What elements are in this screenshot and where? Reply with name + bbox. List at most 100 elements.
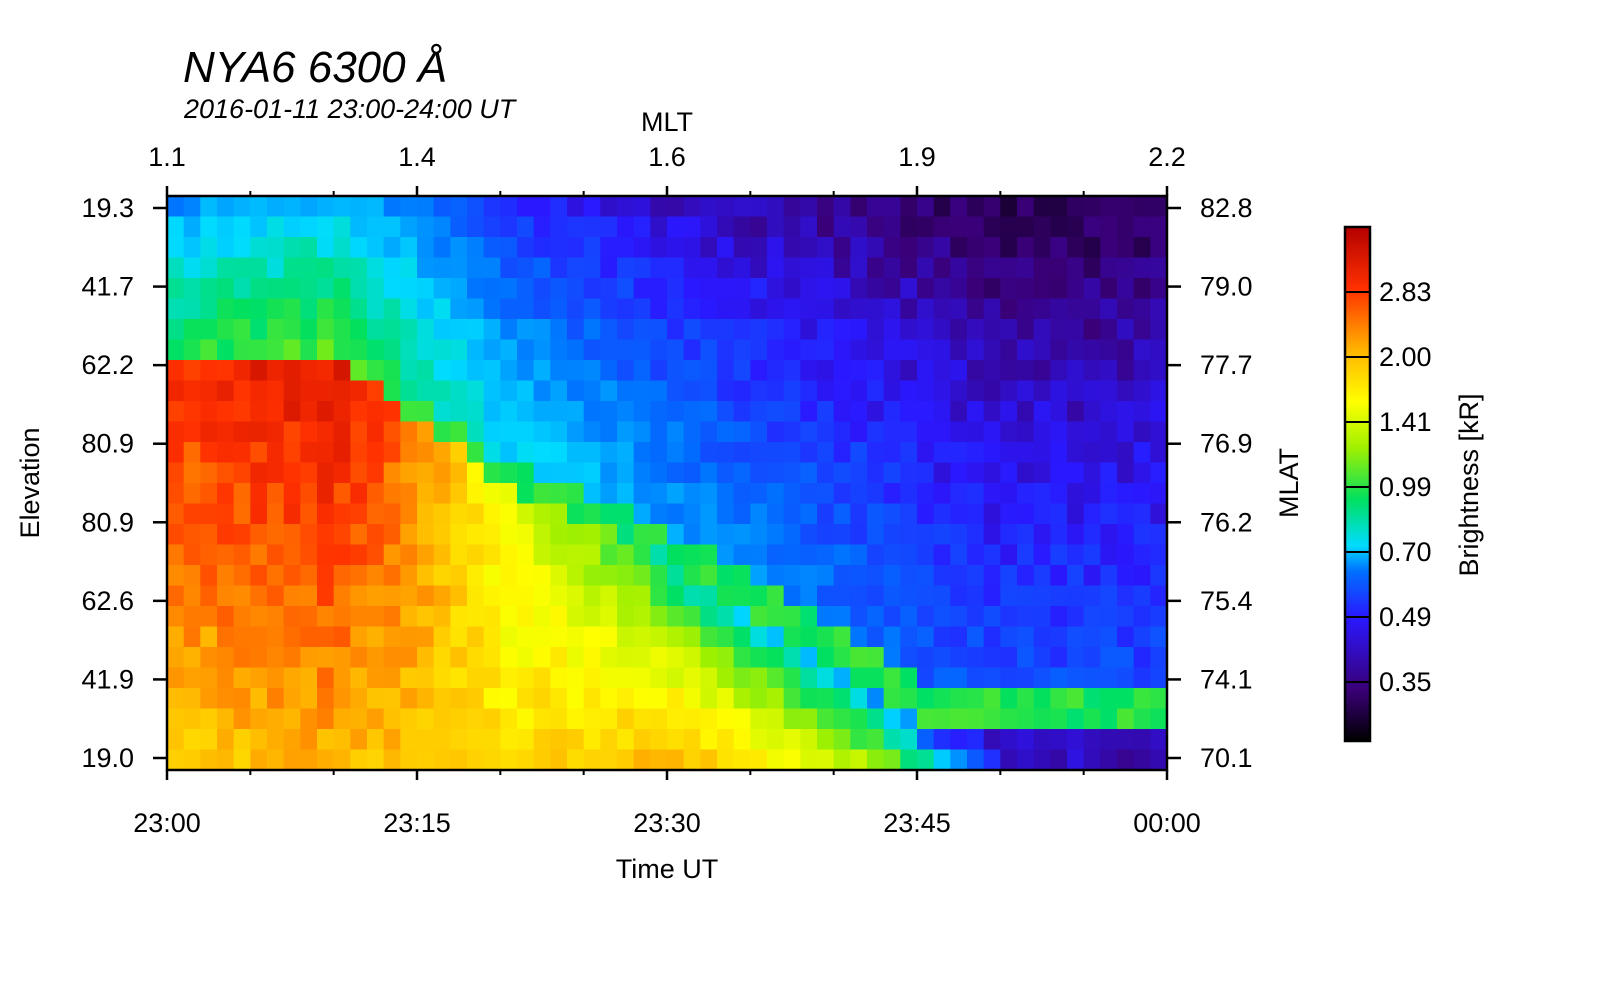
heatmap-cell — [683, 688, 701, 710]
heatmap-cell — [1083, 421, 1101, 443]
heatmap-cell — [567, 667, 585, 689]
heatmap-cell — [783, 237, 801, 259]
heatmap-cell — [183, 196, 201, 218]
heatmap-cell — [383, 442, 401, 464]
heatmap-cell — [833, 442, 851, 464]
heatmap-cell — [800, 442, 818, 464]
heatmap-cell — [1100, 298, 1118, 320]
heatmap-cell — [200, 380, 218, 402]
heatmap-cell — [650, 319, 668, 341]
heatmap-cell — [1117, 729, 1135, 751]
heatmap-cell — [667, 278, 685, 300]
heatmap-cell — [367, 544, 385, 566]
heatmap-cell — [350, 380, 368, 402]
heatmap-cell — [217, 483, 235, 505]
heatmap-cell — [750, 708, 768, 730]
heatmap-cell — [967, 483, 985, 505]
heatmap-cell — [1017, 319, 1035, 341]
heatmap-cell — [650, 544, 668, 566]
heatmap-cell — [767, 565, 785, 587]
heatmap-cell — [917, 688, 935, 710]
heatmap-cell — [767, 278, 785, 300]
heatmap-cell — [300, 421, 318, 443]
heatmap-cell — [283, 647, 301, 669]
heatmap-cell — [617, 585, 635, 607]
heatmap-cell — [467, 483, 485, 505]
heatmap-cell — [917, 421, 935, 443]
heatmap-cell — [850, 647, 868, 669]
heatmap-cell — [267, 196, 285, 218]
heatmap-cell — [1033, 688, 1051, 710]
heatmap-cell — [917, 626, 935, 648]
heatmap-cell — [683, 585, 701, 607]
heatmap-cell — [483, 626, 501, 648]
heatmap-cell — [433, 360, 451, 382]
heatmap-cell — [450, 421, 468, 443]
heatmap-cell — [200, 298, 218, 320]
heatmap-cell — [850, 237, 868, 259]
heatmap-cell — [800, 360, 818, 382]
heatmap-cell — [467, 708, 485, 730]
heatmap-cell — [900, 647, 918, 669]
heatmap-cell — [1017, 647, 1035, 669]
heatmap-cell — [167, 729, 185, 751]
heatmap-cell — [533, 626, 551, 648]
heatmap-cell — [950, 565, 968, 587]
heatmap-cell — [1117, 606, 1135, 628]
heatmap-cell — [183, 298, 201, 320]
heatmap-cell — [533, 196, 551, 218]
heatmap-cell — [833, 237, 851, 259]
heatmap-cell — [867, 360, 885, 382]
heatmap-cell — [700, 585, 718, 607]
heatmap-cell — [750, 606, 768, 628]
heatmap-cell — [550, 565, 568, 587]
heatmap-cell — [717, 688, 735, 710]
heatmap-cell — [617, 729, 635, 751]
heatmap-cell — [433, 257, 451, 279]
heatmap-cell — [883, 667, 901, 689]
heatmap-cell — [800, 503, 818, 525]
heatmap-cell — [650, 360, 668, 382]
heatmap-cell — [183, 319, 201, 341]
heatmap-cell — [283, 380, 301, 402]
heatmap-cell — [567, 257, 585, 279]
heatmap-cell — [867, 749, 885, 770]
heatmap-cell — [933, 257, 951, 279]
heatmap-cell — [917, 667, 935, 689]
heatmap-cell — [617, 606, 635, 628]
heatmap-cell — [750, 421, 768, 443]
heatmap-cell — [567, 688, 585, 710]
heatmap-cell — [467, 380, 485, 402]
heatmap-cell — [467, 688, 485, 710]
heatmap-cell — [317, 401, 335, 423]
heatmap-cell — [600, 319, 618, 341]
heatmap-cell — [183, 442, 201, 464]
heatmap-cell — [817, 524, 835, 546]
heatmap-cell — [1133, 524, 1151, 546]
heatmap-cell — [950, 483, 968, 505]
heatmap-cell — [1033, 360, 1051, 382]
heatmap-cell — [517, 257, 535, 279]
heatmap-cell — [1117, 647, 1135, 669]
heatmap-cell — [867, 339, 885, 361]
heatmap-cell — [700, 339, 718, 361]
heatmap-cell — [333, 729, 351, 751]
heatmap-cell — [467, 606, 485, 628]
heatmap-cell — [533, 401, 551, 423]
heatmap-cell — [1017, 442, 1035, 464]
heatmap-cell — [833, 688, 851, 710]
heatmap-cell — [1150, 749, 1167, 770]
heatmap-cell — [1067, 708, 1085, 730]
heatmap-cell — [700, 688, 718, 710]
heatmap-cell — [300, 462, 318, 484]
heatmap-cell — [1050, 708, 1068, 730]
heatmap-cell — [967, 544, 985, 566]
heatmap-cell — [567, 237, 585, 259]
heatmap-cell — [250, 237, 268, 259]
heatmap-cell — [767, 380, 785, 402]
heatmap-cell — [250, 442, 268, 464]
heatmap-cell — [283, 585, 301, 607]
heatmap-cell — [700, 216, 718, 238]
heatmap-cell — [883, 647, 901, 669]
heatmap-cell — [167, 442, 185, 464]
